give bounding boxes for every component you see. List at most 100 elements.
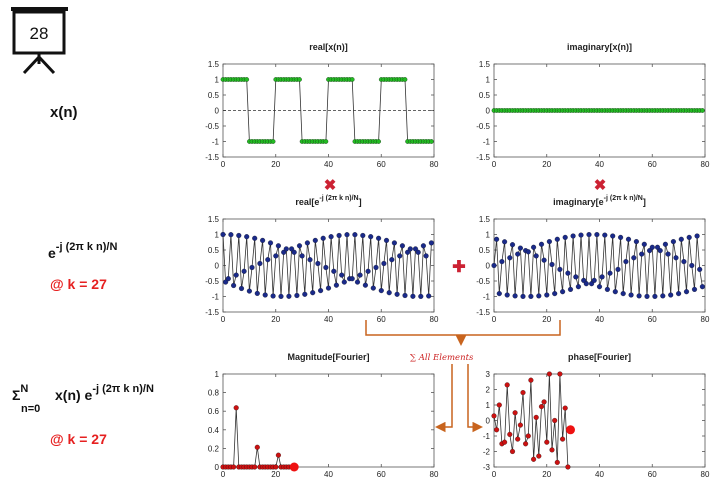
y-tick-label: 0 (486, 262, 491, 271)
data-point (512, 410, 518, 416)
chart-mag: Magnitude[Fourier] 0 0.2 0.4 0.6 0.8 1 0 20 40 60 8… (208, 352, 439, 479)
x-tick-label: 20 (271, 315, 280, 324)
data-point (389, 257, 395, 263)
data-point (625, 236, 632, 242)
data-point (323, 264, 329, 271)
x-tick-label: 20 (542, 315, 551, 324)
data-point (528, 377, 534, 383)
data-point (233, 272, 239, 278)
x-tick-label: 0 (492, 315, 497, 324)
data-point (228, 232, 234, 238)
data-point (549, 261, 555, 268)
k-value-label: @ k = 27 (50, 276, 107, 292)
data-point (528, 293, 534, 299)
x-tick-label: 80 (430, 315, 439, 324)
data-point (557, 371, 563, 377)
y-tick-label: -1 (483, 432, 491, 441)
data-point (552, 291, 558, 297)
x-tick-label: 60 (648, 470, 657, 479)
data-point (294, 292, 300, 299)
data-point (246, 288, 252, 294)
data-point (344, 232, 350, 238)
x-tick-label: 80 (701, 160, 710, 169)
y-tick-label: 1 (486, 231, 491, 240)
data-point (533, 414, 539, 420)
data-point (612, 289, 618, 295)
data-point (238, 285, 245, 292)
chart-title-end: ] (643, 197, 646, 207)
data-point (291, 249, 297, 255)
chart-title-exponent: -j (2π k n)/N (604, 195, 643, 202)
data-point (546, 371, 552, 377)
data-point (260, 237, 266, 243)
data-point (515, 251, 521, 257)
kernel-base: e (48, 245, 56, 261)
data-point (328, 234, 334, 240)
y-tick-label: -3 (483, 463, 491, 472)
data-point (599, 274, 605, 280)
multiply-icon-2: ✖ (594, 177, 607, 194)
y-tick-label: -1 (483, 293, 491, 302)
y-tick-label: -1.5 (476, 153, 490, 162)
x-tick-label: 20 (271, 160, 280, 169)
x-tick-label: 40 (324, 470, 333, 479)
data-point (507, 255, 513, 261)
data-point (275, 243, 281, 249)
y-tick-label: 0.2 (208, 444, 220, 453)
charts: real[x(n)]-1.5-1-0.500.511.50 20 40 60 80ima… (205, 42, 710, 479)
data-point (362, 282, 368, 288)
sum-symbol: Σ (12, 387, 20, 403)
data-point (394, 291, 400, 297)
data-point (520, 390, 526, 396)
x-tick-label: 60 (648, 160, 657, 169)
data-point (496, 291, 502, 297)
data-point (618, 234, 624, 240)
data-point (286, 293, 292, 299)
slide-number: 28 (30, 24, 49, 43)
x-tick-label: 0 (492, 160, 497, 169)
dft-formula-label: ΣN n=0 x(n) e-j (2π k n)/N (12, 383, 154, 415)
chart-title: Magnitude[Fourier] (288, 352, 370, 362)
x-tick-label: 40 (595, 160, 604, 169)
chart-phase: phase[Fourier] -3 -2 -1 0 1 2 3 0 20 40 60 80 (483, 352, 710, 479)
data-point (426, 293, 432, 299)
kernel-exponent: -j (2π k n)/N (56, 241, 118, 253)
data-point (352, 232, 358, 238)
x-tick-label: 0 (492, 470, 497, 479)
data-point (594, 232, 600, 238)
y-tick-label: -0.5 (205, 277, 219, 286)
y-tick-label: 0.6 (208, 407, 220, 416)
data-point (494, 236, 500, 242)
x-tick-label: 40 (324, 160, 333, 169)
data-point (360, 232, 366, 239)
y-tick-label: 1 (486, 401, 491, 410)
data-point (496, 402, 502, 408)
data-point (502, 239, 508, 245)
data-point (318, 288, 324, 294)
data-point (546, 239, 552, 245)
data-point (654, 244, 661, 250)
data-point (244, 77, 250, 82)
data-point (697, 266, 703, 272)
data-point (538, 404, 545, 410)
data-point (623, 259, 629, 265)
data-point (368, 234, 374, 240)
x-tick-label: 40 (324, 315, 333, 324)
data-point (420, 243, 426, 249)
data-point (275, 452, 281, 458)
y-tick-label: 0.5 (208, 246, 220, 255)
data-point (554, 459, 560, 465)
data-point (649, 244, 655, 250)
data-point (647, 248, 653, 254)
data-point (410, 293, 416, 299)
data-point (602, 232, 608, 238)
x-tick-label: 60 (377, 315, 386, 324)
data-point (223, 279, 229, 285)
data-point (509, 448, 516, 455)
data-point (525, 433, 531, 439)
data-point (341, 279, 347, 285)
data-point (676, 291, 682, 297)
data-point (349, 77, 355, 82)
data-point (512, 293, 518, 299)
y-tick-label: 1.5 (479, 215, 491, 224)
